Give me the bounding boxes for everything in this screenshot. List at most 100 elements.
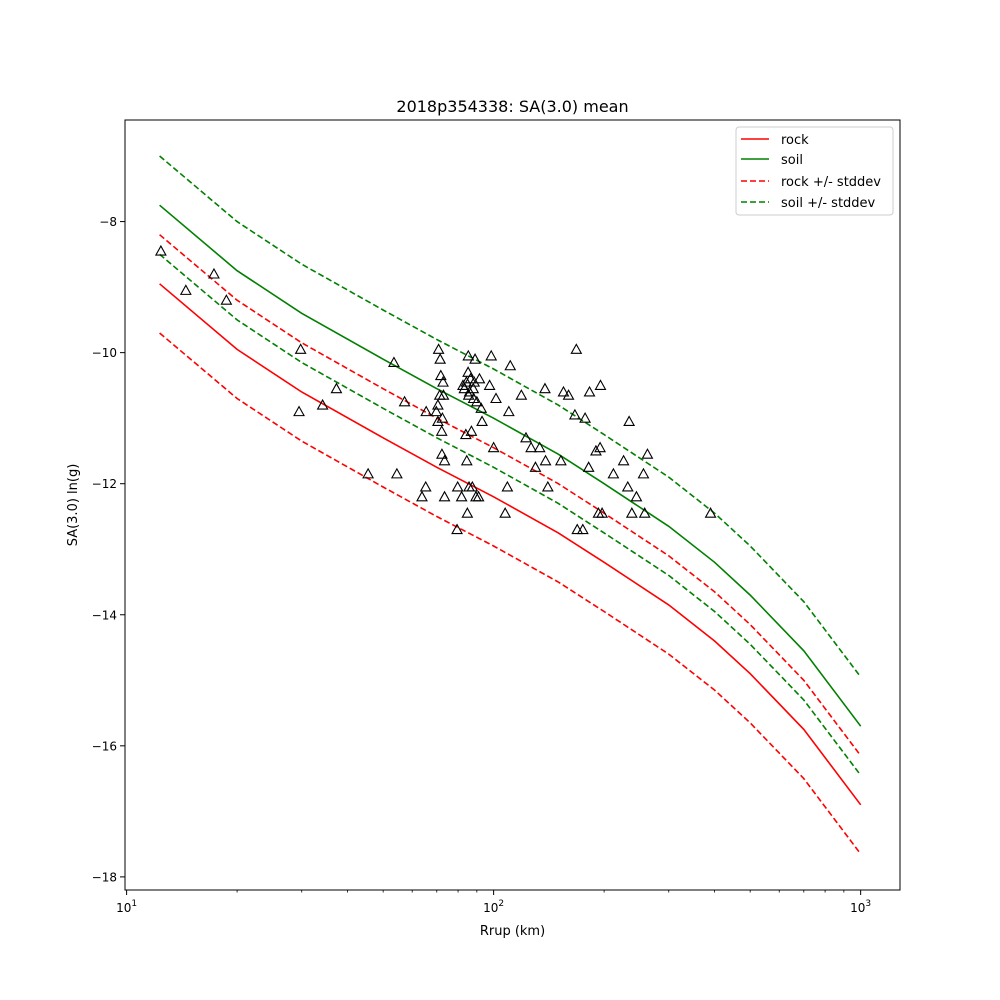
data-point-78 bbox=[576, 523, 589, 535]
data-point-38 bbox=[462, 366, 475, 377]
y-tick-label-2: −12 bbox=[92, 477, 117, 491]
data-point-91 bbox=[625, 507, 638, 518]
data-point-53 bbox=[473, 372, 486, 384]
data-point-30 bbox=[451, 480, 464, 492]
data-point-52 bbox=[472, 490, 485, 502]
y-tick-label-1: −10 bbox=[92, 346, 117, 360]
y-axis-label: SA(3.0) ln(g) bbox=[66, 464, 81, 547]
data-point-20 bbox=[434, 353, 447, 364]
data-point-3 bbox=[220, 294, 233, 305]
data-point-18 bbox=[432, 343, 445, 354]
data-point-48 bbox=[468, 375, 481, 387]
x-axis-label: Rrup (km) bbox=[480, 924, 545, 939]
data-point-22 bbox=[435, 425, 448, 436]
data-point-96 bbox=[704, 507, 717, 518]
data-point-93 bbox=[637, 467, 650, 479]
chart-title: 2018p354338: SA(3.0) mean bbox=[396, 97, 628, 116]
data-point-46 bbox=[467, 382, 480, 394]
data-point-80 bbox=[582, 461, 595, 472]
data-point-9 bbox=[387, 356, 400, 368]
legend-label-rock-stddev: rock +/- stddev bbox=[781, 175, 881, 190]
data-point-71 bbox=[541, 480, 554, 492]
data-point-74 bbox=[562, 389, 575, 400]
x-tick-label-1: 102 bbox=[483, 899, 504, 915]
data-point-6 bbox=[316, 398, 329, 410]
data-point-70 bbox=[539, 382, 551, 394]
data-point-28 bbox=[438, 490, 451, 502]
data-point-68 bbox=[533, 441, 546, 453]
data-point-95 bbox=[641, 448, 654, 459]
data-point-31 bbox=[455, 490, 468, 502]
data-point-64 bbox=[515, 389, 528, 400]
data-point-12 bbox=[416, 490, 428, 502]
legend-label-soil: soil bbox=[781, 153, 803, 168]
data-point-66 bbox=[525, 441, 538, 453]
data-point-87 bbox=[607, 467, 620, 479]
y-tick-label-4: −16 bbox=[92, 739, 117, 753]
data-point-51 bbox=[470, 395, 483, 407]
data-point-94 bbox=[638, 507, 651, 518]
y-axis-ticks: −8 −10 −12 −14 −16 −18 bbox=[92, 215, 125, 884]
data-point-65 bbox=[520, 431, 532, 443]
data-point-39 bbox=[462, 349, 475, 361]
data-point-17 bbox=[431, 415, 444, 426]
data-point-84 bbox=[594, 441, 607, 453]
data-point-10 bbox=[390, 467, 403, 479]
data-point-81 bbox=[583, 385, 596, 397]
series-line-soil-1 bbox=[159, 204, 862, 727]
legend-box bbox=[735, 126, 894, 216]
data-point-4 bbox=[294, 343, 307, 354]
series-line-stddev-soil-4 bbox=[159, 155, 862, 678]
series-line-stddev-rock-3 bbox=[159, 332, 862, 855]
data-point-15 bbox=[430, 405, 443, 417]
data-point-37 bbox=[461, 507, 474, 518]
data-point-79 bbox=[579, 412, 592, 423]
data-point-88 bbox=[617, 454, 630, 466]
data-point-42 bbox=[463, 385, 476, 397]
y-tick-label-3: −14 bbox=[92, 608, 117, 622]
data-point-16 bbox=[431, 398, 444, 410]
legend: rock soil rock +/- stddev soil +/- stdde… bbox=[735, 126, 894, 216]
data-point-13 bbox=[419, 480, 432, 492]
series-lines bbox=[159, 155, 862, 855]
data-point-86 bbox=[596, 507, 609, 518]
data-point-55 bbox=[476, 415, 488, 426]
data-point-58 bbox=[487, 441, 500, 453]
data-point-23 bbox=[435, 448, 448, 459]
y-tick-label-5: −18 bbox=[92, 870, 117, 884]
data-point-8 bbox=[362, 467, 375, 479]
data-point-82 bbox=[590, 444, 602, 456]
data-point-92 bbox=[630, 490, 643, 502]
data-point-49 bbox=[469, 353, 481, 364]
data-point-54 bbox=[475, 402, 488, 413]
data-points bbox=[154, 244, 717, 535]
data-point-85 bbox=[594, 379, 607, 390]
plot-frame bbox=[124, 119, 901, 891]
data-point-90 bbox=[623, 415, 636, 426]
data-point-2 bbox=[208, 267, 220, 279]
data-point-67 bbox=[529, 461, 542, 472]
data-point-26 bbox=[437, 389, 450, 400]
data-point-73 bbox=[557, 385, 570, 397]
x-tick-label-0: 101 bbox=[116, 899, 137, 915]
data-point-14 bbox=[420, 405, 433, 417]
data-point-44 bbox=[465, 425, 478, 436]
data-point-29 bbox=[451, 523, 463, 535]
series-line-stddev-soil-5 bbox=[159, 253, 862, 776]
data-point-0 bbox=[154, 244, 167, 256]
data-point-72 bbox=[554, 454, 567, 466]
data-point-76 bbox=[570, 343, 583, 354]
data-point-45 bbox=[466, 480, 479, 492]
legend-label-soil-stddev: soil +/- stddev bbox=[781, 196, 876, 211]
data-point-25 bbox=[437, 375, 449, 387]
data-point-27 bbox=[438, 454, 451, 466]
data-point-34 bbox=[459, 428, 472, 440]
data-point-11 bbox=[398, 395, 411, 407]
data-point-57 bbox=[485, 349, 498, 361]
data-point-59 bbox=[490, 392, 502, 404]
data-point-5 bbox=[293, 405, 305, 417]
data-point-62 bbox=[502, 405, 515, 417]
data-point-69 bbox=[539, 454, 552, 466]
data-point-75 bbox=[568, 408, 581, 420]
